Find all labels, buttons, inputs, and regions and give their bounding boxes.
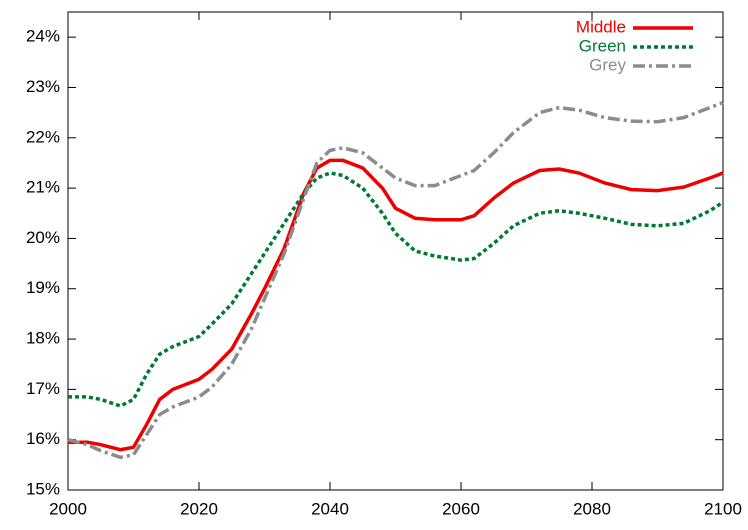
y-tick-label: 22% <box>26 127 60 146</box>
y-tick-label: 23% <box>26 77 60 96</box>
x-tick-label: 2000 <box>49 499 87 518</box>
legend-label: Middle <box>576 17 626 36</box>
x-tick-label: 2100 <box>704 499 742 518</box>
y-tick-label: 21% <box>26 178 60 197</box>
x-tick-label: 2060 <box>442 499 480 518</box>
y-tick-label: 15% <box>26 479 60 498</box>
y-tick-label: 18% <box>26 329 60 348</box>
y-tick-label: 19% <box>26 278 60 297</box>
legend-label: Grey <box>589 55 626 74</box>
y-tick-label: 20% <box>26 228 60 247</box>
line-series <box>67 100 724 460</box>
line-series <box>68 171 724 408</box>
y-tick-label: 16% <box>26 429 60 448</box>
x-tick-label: 2040 <box>311 499 349 518</box>
x-tick-label: 2020 <box>180 499 218 518</box>
line-series <box>68 158 724 452</box>
legend-label: Green <box>579 36 626 55</box>
plot-frame <box>67 11 724 491</box>
y-tick-label: 24% <box>26 27 60 46</box>
y-tick-label: 17% <box>26 379 60 398</box>
x-tick-label: 2080 <box>573 499 611 518</box>
